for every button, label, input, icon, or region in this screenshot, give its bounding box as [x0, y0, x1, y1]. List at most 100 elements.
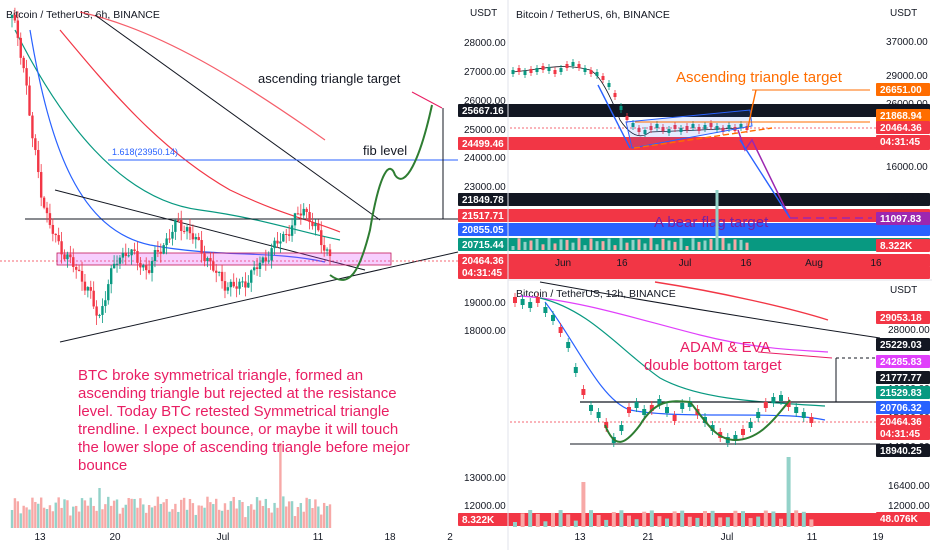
volume-bar [679, 238, 683, 250]
candle-body [80, 270, 84, 282]
left-price-tags: 25667.16 24499.46 21849.78 21517.71 20855.05… [458, 104, 930, 526]
candle-body [54, 233, 57, 236]
volume-bar [311, 508, 314, 528]
price-tag-box [458, 223, 930, 236]
price-tag-label: 04:31:45 [462, 268, 502, 279]
volume-bar [241, 501, 244, 528]
candle-body [156, 250, 160, 252]
candle-body [786, 401, 791, 407]
candle-body [543, 307, 548, 313]
left-ma-green [14, 29, 341, 241]
candle-body [217, 271, 221, 273]
volume-bar [611, 512, 616, 527]
candle-body [19, 37, 22, 58]
candle-body [191, 233, 195, 240]
price-tag-box [876, 401, 930, 414]
candle-body [642, 409, 647, 415]
price-tag-label: 21777.77 [880, 373, 922, 384]
volume-bar [322, 502, 326, 528]
candle-body [229, 281, 233, 288]
volume-bar [631, 239, 635, 250]
candle-body [37, 149, 40, 173]
volume-bar [541, 244, 545, 250]
left-ma-red [59, 29, 341, 233]
candle-body [809, 417, 814, 423]
top-right-flag-target-line [739, 139, 791, 219]
top-right-currency-label: USDT [890, 8, 917, 19]
price-tag-box [876, 311, 930, 324]
x-tick-label: Jul [721, 532, 734, 543]
candle-body [66, 254, 69, 260]
volume-bar [604, 519, 609, 527]
volume-bar [551, 512, 555, 527]
candle-body [523, 71, 527, 75]
candle-body [314, 223, 317, 227]
candle-body [745, 126, 749, 130]
candle-body [165, 238, 168, 246]
y-tick-label: 28000.00 [888, 325, 930, 336]
volume-bar [566, 514, 571, 527]
candle-body [551, 315, 555, 321]
volume-bar [282, 496, 285, 528]
candle-body [171, 231, 174, 239]
candle-body [299, 213, 303, 216]
price-tag-label: 20464.36 [880, 123, 922, 134]
volume-bar [317, 506, 320, 528]
candle-body [517, 68, 521, 72]
candle-body [685, 126, 689, 130]
bottom-right-target-arrow [757, 351, 833, 359]
price-tag-label: 21868.94 [880, 111, 922, 122]
candle-body [596, 412, 601, 418]
volume-bar [60, 507, 63, 528]
x-tick-label: 2 [447, 532, 453, 543]
candle-body [16, 20, 20, 38]
left-fib-annotation: fib level [363, 143, 407, 158]
candle-body [273, 240, 276, 249]
candle-body [733, 435, 738, 441]
candle-body [627, 407, 631, 413]
volume-bar [756, 516, 761, 527]
volume-bar [528, 510, 533, 527]
bottom-right-chart-panel: Bitcoin / TetherUS, 12h, BINANCE USDT 28… [510, 281, 930, 543]
candle-body [212, 261, 215, 271]
volume-bar [748, 518, 753, 527]
volume-bar [10, 510, 14, 528]
candle-body [566, 342, 571, 348]
candle-body [721, 128, 725, 132]
left-ma-blue [29, 29, 326, 263]
candle-body [311, 221, 314, 227]
candle-body [145, 265, 148, 271]
candle-body [244, 281, 247, 288]
candle-body [235, 286, 238, 289]
price-tag-label: 48.076K [880, 514, 919, 525]
volume-bar [142, 504, 145, 528]
volume-bar [182, 497, 186, 528]
left-currency-label: USDT [470, 8, 497, 19]
candle-body [150, 261, 154, 273]
candle-body [197, 237, 200, 241]
volume-bar [109, 505, 113, 528]
candle-body [86, 287, 90, 291]
candle-body [529, 69, 533, 73]
candle-body [127, 255, 130, 257]
volume-bar [270, 512, 273, 528]
top-right-candles [511, 59, 749, 137]
candle-body [625, 116, 629, 120]
candle-body [147, 270, 151, 273]
candle-body [121, 252, 125, 258]
price-tag-box [876, 415, 930, 428]
volume-bar [657, 516, 662, 527]
volume-bar [209, 502, 212, 528]
price-tag-box [876, 121, 930, 134]
volume-bar [715, 190, 719, 250]
volume-bar [107, 496, 110, 528]
bottom-right-chart-title: Bitcoin / TetherUS, 12h, BINANCE [516, 288, 676, 300]
left-forecast-path [329, 104, 433, 281]
y-tick-label: 27000.00 [464, 67, 506, 78]
price-tag-label: 26651.00 [880, 85, 922, 96]
volume-bar [733, 239, 737, 250]
price-tag-label: 29053.18 [880, 313, 922, 324]
top-right-chart-panel: Bitcoin / TetherUS, 6h, BINANCE USDT 370… [510, 8, 930, 269]
candle-body [308, 212, 311, 222]
candle-body [305, 208, 308, 213]
